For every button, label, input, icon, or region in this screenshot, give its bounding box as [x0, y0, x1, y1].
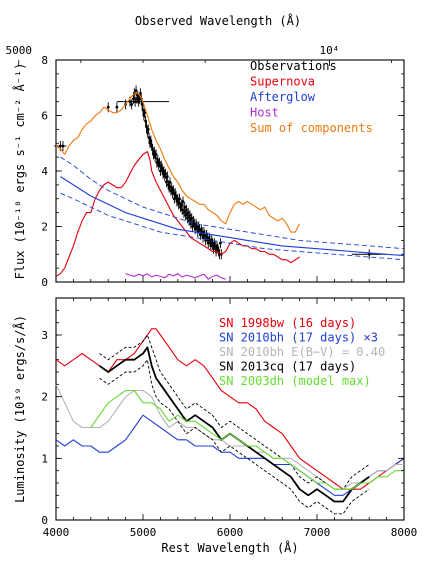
sn-2003dh-model-max-line — [90, 389, 404, 490]
legend-item-sn-1998bw-16-days: SN 1998bw (16 days) — [219, 316, 356, 330]
observation-point — [219, 241, 222, 245]
legend-item-sn-2013cq-17-days: SN 2013cq (17 days) — [219, 360, 356, 374]
observation-point — [143, 111, 147, 115]
afterglow-upper-band — [60, 156, 405, 250]
legend-item-sn-2003dh-model-max: SN 2003dh (model max) — [219, 374, 371, 388]
observation-point — [164, 172, 168, 176]
legend-item-sn-2010bh-17-days-3: SN 2010bh (17 days) ×3 — [219, 331, 378, 345]
observation-point — [178, 197, 181, 201]
observation-point — [154, 152, 158, 156]
x-tick-label: 5000 — [130, 526, 157, 539]
observation-point — [115, 105, 119, 109]
legend-item-sn-2010bh-e-b-v-0-40: SN 2010bh E(B−V) = 0.40 — [219, 345, 385, 359]
y-tick-label: 0 — [41, 514, 48, 527]
x-tick-label: 8000 — [391, 526, 418, 539]
y-tick-label: 1 — [41, 452, 48, 465]
observation-point — [181, 200, 185, 203]
bottom-panel: 0 1 2 3 4000 5000 6000 7000 8000 Rest Wavelength… — [12, 297, 418, 555]
legend-item-afterglow: Afterglow — [250, 90, 316, 104]
bottom-axis-ticks: 0 1 2 3 4000 5000 6000 7000 8000 — [41, 297, 418, 539]
observation-point — [185, 208, 188, 212]
observation-point — [168, 180, 172, 184]
bottom-spectra — [55, 328, 405, 515]
top-axis-ticks: 02468500010⁴1.5×10⁴ — [5, 44, 405, 289]
bottom-legend: SN 1998bw (16 days)SN 2010bh (17 days) ×… — [219, 316, 385, 388]
y-tick-label: 0 — [41, 276, 48, 289]
observation-point — [165, 175, 169, 178]
observation-point — [134, 89, 138, 92]
top-spectra — [54, 85, 405, 280]
observation-point — [106, 105, 110, 109]
host-line — [125, 273, 226, 280]
legend-item-sum-of-components: Sum of components — [250, 121, 373, 135]
y-tick-label: 4 — [41, 165, 48, 178]
observation-point — [130, 103, 134, 106]
top-plot-frame — [55, 59, 405, 283]
y-tick-label: 8 — [41, 54, 48, 67]
top-x-axis-title: Observed Wavelength (Å) — [135, 13, 301, 28]
observation-point — [183, 205, 187, 209]
legend-item-observations: Observations — [250, 59, 337, 73]
x-tick-label: 4000 — [43, 526, 70, 539]
y-tick-label: 3 — [41, 329, 48, 342]
afterglow-lower-band — [60, 192, 405, 261]
observation-point — [146, 127, 150, 131]
x-tick-label: 6000 — [217, 526, 244, 539]
observation-point — [180, 208, 184, 212]
x-tick-label: 7000 — [304, 526, 331, 539]
sn-2010bh-e-b-v-0-40-line — [55, 384, 404, 490]
sn-2013cq-17-days-upper-band — [99, 334, 370, 490]
sum-of-components-line — [55, 92, 301, 233]
legend-item-supernova: Supernova — [250, 75, 315, 89]
y-tick-label: 2 — [41, 391, 48, 404]
sn-2010bh-17-days-3-line — [55, 414, 405, 496]
observation-point — [172, 189, 175, 192]
y-tick-label: 2 — [41, 221, 48, 234]
top-x-tick-label: 5000 — [5, 44, 32, 57]
y-tick-label: 6 — [41, 110, 48, 123]
legend-item-host: Host — [250, 106, 279, 120]
bottom-x-axis-title: Rest Wavelength (Å) — [161, 540, 298, 555]
sn-2013cq-17-days-lower-band — [99, 359, 370, 515]
observation-point — [190, 216, 194, 220]
afterglow-line — [60, 176, 405, 257]
observation-point — [188, 214, 192, 217]
supernova-line — [55, 151, 300, 277]
top-panel: 02468500010⁴1.5×10⁴ Observed Wavelength … — [5, 13, 405, 289]
bottom-y-axis-title: Luminosity (10³⁹ ergs/s/Å) — [12, 315, 27, 503]
top-y-axis-title: Flux (10⁻¹⁸ ergs s⁻¹ cm⁻² Å⁻¹) — [12, 63, 27, 280]
observation-point — [186, 211, 190, 215]
observation-point — [158, 161, 161, 165]
top-x-tick-label: 10⁴ — [319, 44, 339, 57]
